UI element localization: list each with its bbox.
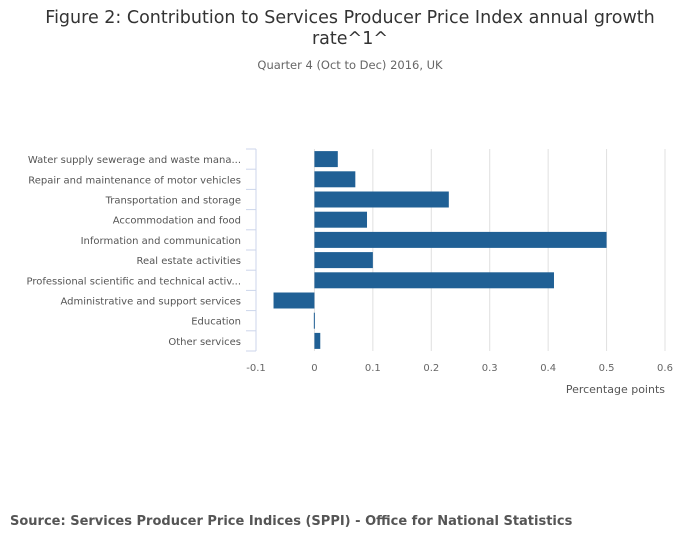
y-category-label: Transportation and storage (105, 196, 241, 207)
x-tick-label: 0.3 (482, 363, 498, 374)
bar-chart: -0.1 0 0.1 0.2 0.3 0.4 0.5 0.6 Water supply sewe… (26, 148, 673, 396)
bar (314, 272, 554, 289)
y-category-label: Administrative and support services (60, 297, 241, 308)
y-category-label: Other services (168, 337, 241, 348)
bar (314, 211, 368, 228)
bar (314, 191, 449, 208)
bar (314, 332, 321, 349)
x-tick-label: 0.1 (365, 363, 381, 374)
bar (314, 151, 338, 168)
x-tick-label: 0.6 (657, 363, 673, 374)
y-category-label: Accommodation and food (113, 216, 241, 227)
y-category-label: Information and communication (81, 236, 241, 247)
source-note: Source: Services Producer Price Indices … (10, 514, 573, 529)
bar (273, 292, 315, 309)
bar (313, 312, 315, 329)
chart-subtitle: Quarter 4 (Oct to Dec) 2016, UK (257, 58, 443, 72)
y-category-label: Real estate activities (137, 256, 241, 267)
y-category-label: Repair and maintenance of motor vehicles (28, 175, 241, 186)
chart-title: Figure 2: Contribution to Services Produ… (45, 8, 655, 49)
bar (314, 252, 373, 269)
y-category-label: Professional scientific and technical ac… (26, 276, 241, 287)
x-tick-label: 0.5 (599, 363, 615, 374)
y-category-label: Education (191, 317, 241, 328)
x-tick-label: 0 (311, 363, 317, 374)
x-tick-label: 0.2 (423, 363, 439, 374)
y-category-label: Water supply sewerage and waste mana... (28, 155, 241, 166)
bar (314, 231, 607, 248)
x-tick-label: -0.1 (246, 363, 266, 374)
x-tick-label: 0.4 (540, 363, 556, 374)
bar (314, 171, 356, 188)
x-axis-title: Percentage points (566, 383, 665, 396)
